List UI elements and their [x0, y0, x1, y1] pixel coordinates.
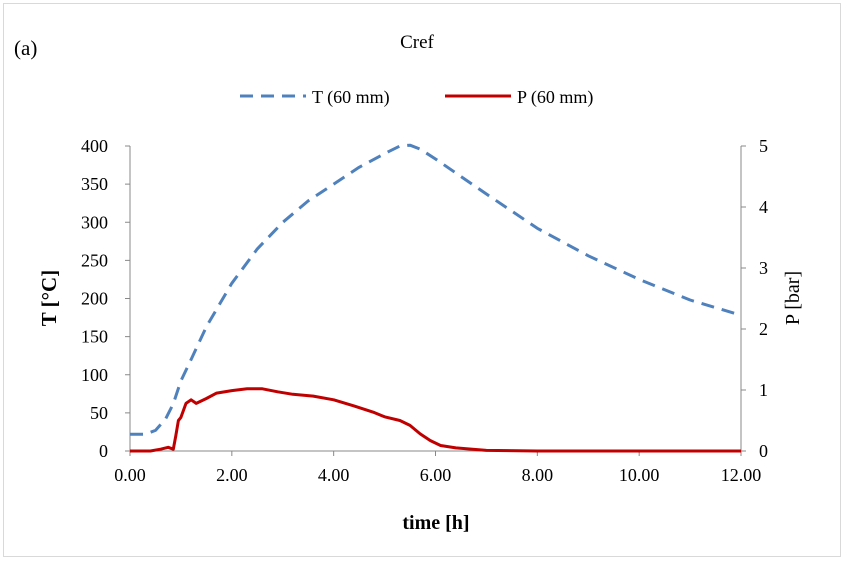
axes: 0.00 2.00 4.00 6.00 8.00 10.00 12.000501001502… [81, 136, 768, 485]
y-tick-label-left: 400 [81, 136, 108, 156]
y-tick-label-left: 50 [90, 403, 108, 423]
y-tick-label-left: 0 [99, 441, 108, 461]
legend-label-p: P (60 mm) [517, 87, 593, 108]
chart-frame [3, 3, 841, 557]
legend: T (60 mm) P (60 mm) [240, 87, 593, 108]
x-tick-label: 6.00 [420, 465, 452, 485]
legend-label-t: T (60 mm) [312, 87, 390, 108]
series-line-t [130, 143, 742, 436]
y-tick-label-left: 150 [81, 327, 108, 347]
panel-label: (a) [14, 36, 37, 60]
y-tick-label-left: 200 [81, 289, 108, 309]
y-axis-label-right: P [bar] [782, 271, 804, 325]
x-tick-label: 8.00 [522, 465, 554, 485]
y-tick-label-right: 5 [759, 136, 768, 156]
y-tick-label-right: 4 [759, 197, 768, 217]
y-tick-label-right: 0 [759, 441, 768, 461]
x-tick-label: 2.00 [216, 465, 248, 485]
y-tick-label-right: 2 [759, 319, 768, 339]
y-tick-label-left: 300 [81, 212, 108, 232]
series-line-p [130, 387, 741, 453]
plot-area [130, 143, 742, 453]
y-tick-label-right: 3 [759, 258, 768, 278]
x-tick-label: 12.00 [721, 465, 762, 485]
y-tick-label-left: 100 [81, 365, 108, 385]
chart-title: Cref [400, 32, 434, 53]
x-axis-label: time [h] [402, 512, 469, 534]
x-tick-label: 10.00 [619, 465, 660, 485]
y-tick-label-right: 1 [759, 380, 768, 400]
y-axis-label-left: T [°C] [37, 270, 61, 326]
y-tick-label-left: 350 [81, 174, 108, 194]
x-tick-label: 4.00 [318, 465, 350, 485]
y-tick-label-left: 250 [81, 250, 108, 270]
x-tick-label: 0.00 [114, 465, 146, 485]
